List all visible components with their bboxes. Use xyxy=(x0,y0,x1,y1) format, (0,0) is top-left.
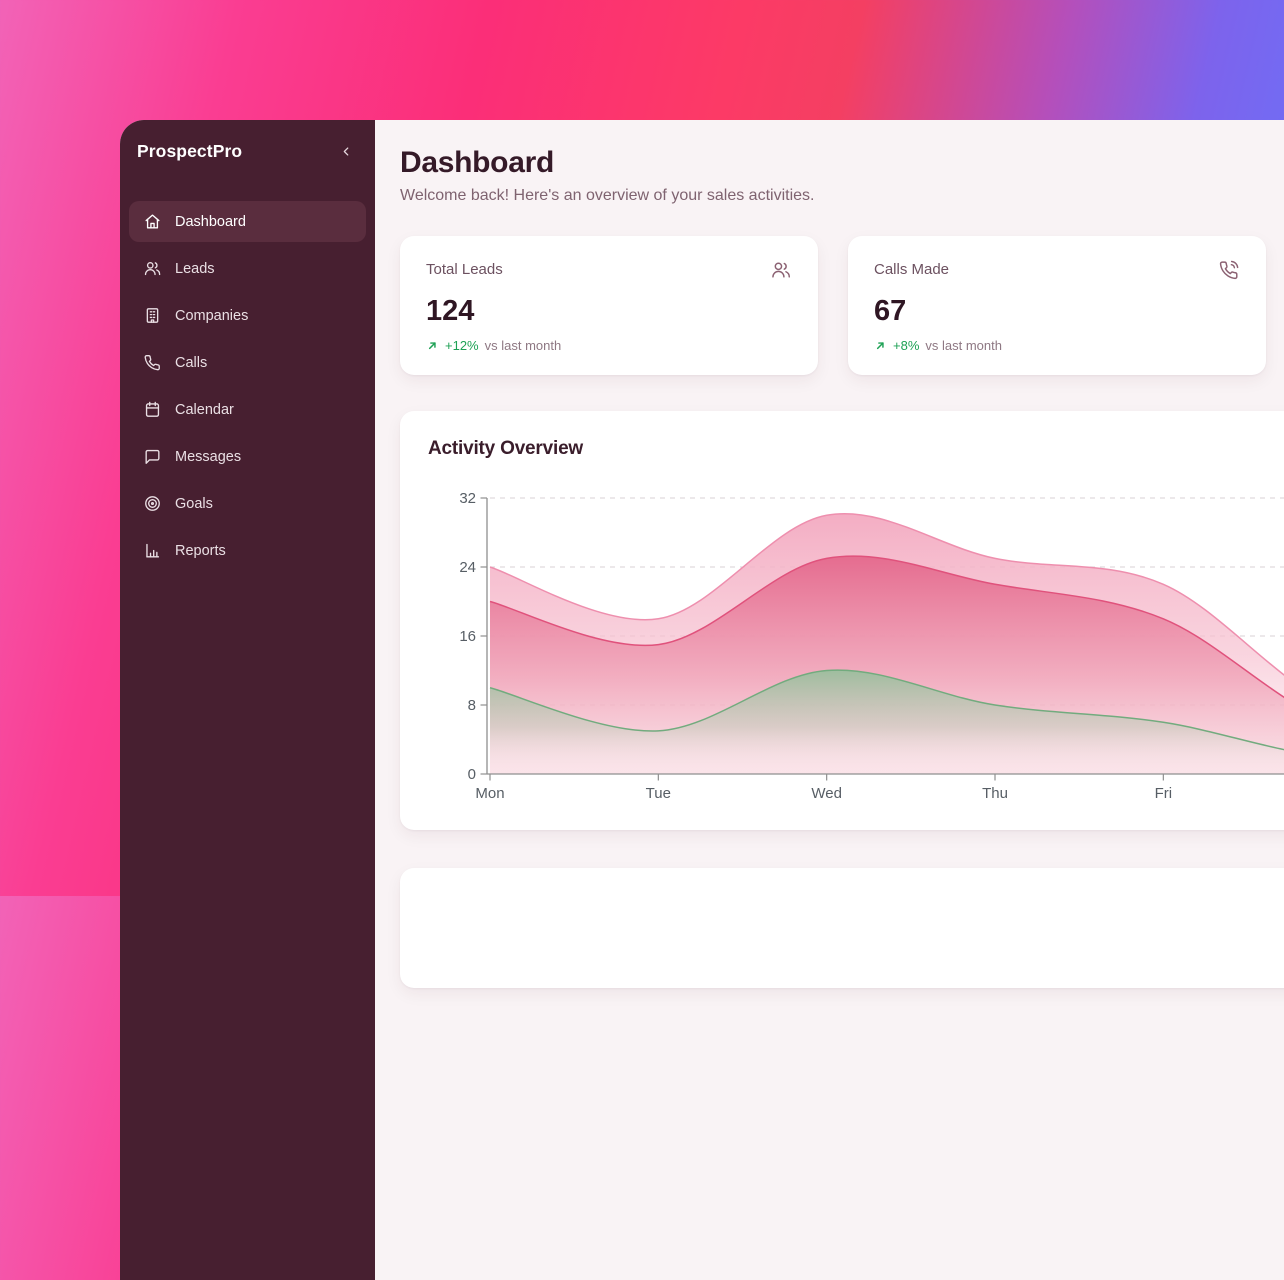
stat-change: +12% xyxy=(445,338,479,353)
stat-icon-wrap xyxy=(1218,259,1240,286)
activity-chart-svg: 08162432MonTueWedThuFriSatSun xyxy=(459,490,1284,802)
phone-call-icon xyxy=(1219,260,1239,280)
chart-icon xyxy=(146,543,160,558)
phone-icon xyxy=(144,355,160,371)
message-icon xyxy=(145,449,160,464)
axis-tick-label: 8 xyxy=(468,697,476,714)
building-icon xyxy=(146,308,159,323)
sidebar-item-companies[interactable]: Companies xyxy=(129,295,366,336)
stat-trend: +12% vs last month xyxy=(426,338,792,353)
sidebar-item-label: Calendar xyxy=(175,401,234,418)
stats-grid: Total Leads 124 +12% vs last month Calls Mad… xyxy=(400,236,1284,375)
sidebar: ProspectPro Dashboard Leads Companies Calls… xyxy=(120,120,375,1280)
axis-tick-label: Thu xyxy=(982,785,1008,802)
stat-card-total-leads: Total Leads 124 +12% vs last month xyxy=(400,236,818,375)
chart-line-band-dark-pink xyxy=(489,555,1284,699)
sidebar-item-label: Leads xyxy=(175,260,215,277)
stat-value: 67 xyxy=(874,295,907,327)
home-icon xyxy=(145,214,160,229)
stat-label: Calls Made xyxy=(874,261,950,278)
stat-change: +8% xyxy=(893,338,920,353)
main-content: Dashboard Welcome back! Here's an overvi… xyxy=(375,120,1284,1280)
sidebar-item-label: Companies xyxy=(175,307,249,324)
sidebar-item-label: Dashboard xyxy=(175,213,246,230)
stat-label: Total Leads xyxy=(426,261,503,278)
chart-area-band-green xyxy=(490,670,1284,774)
sidebar-item-goals[interactable]: Goals xyxy=(129,483,366,524)
arrow-up-right-icon xyxy=(876,342,884,350)
axis-tick-label: Tue xyxy=(646,785,671,802)
chart-title: Activity Overview xyxy=(428,438,584,459)
trend-arrow-wrap xyxy=(874,339,887,352)
stat-card-header: Total Leads xyxy=(426,261,792,286)
stat-value: 124 xyxy=(426,295,475,327)
sidebar-item-reports[interactable]: Reports xyxy=(129,530,366,571)
sidebar-nav: Dashboard Leads Companies Calls Calendar Mess… xyxy=(129,201,366,571)
sidebar-item-messages[interactable]: Messages xyxy=(129,436,366,477)
app-brand: ProspectPro xyxy=(137,141,243,161)
axis-tick-label: 24 xyxy=(459,559,476,576)
sidebar-item-leads[interactable]: Leads xyxy=(129,248,366,289)
sidebar-item-calendar[interactable]: Calendar xyxy=(129,389,366,430)
users-icon xyxy=(144,261,161,276)
axis-tick-label: 0 xyxy=(468,766,476,783)
chevron-left-icon xyxy=(343,147,349,156)
stat-change-note: vs last month xyxy=(484,338,562,353)
axis-tick-label: Wed xyxy=(811,785,842,802)
stat-change-note: vs last month xyxy=(925,338,1002,353)
axis-tick-label: Fri xyxy=(1155,785,1173,802)
next-section-card xyxy=(400,868,1284,988)
stat-icon-wrap xyxy=(770,259,792,286)
stat-card-calls-made: Calls Made 67 +8% vs last month xyxy=(848,236,1266,375)
sidebar-item-dashboard[interactable]: Dashboard xyxy=(129,201,366,242)
app-window: ProspectPro Dashboard Leads Companies Calls… xyxy=(120,120,1284,1280)
axis-tick-label: 32 xyxy=(459,490,476,507)
users-icon xyxy=(772,262,790,278)
activity-overview-card: Activity Overview 0 8 16 24 32 Mon Tue Wed Thu Fr… xyxy=(400,411,1284,830)
activity-chart: 08162432MonTueWedThuFriSatSun xyxy=(425,486,1284,816)
axis-tick-label: 16 xyxy=(459,628,476,645)
page-title: Dashboard xyxy=(400,146,554,179)
page-subtitle: Welcome back! Here's an overview of your… xyxy=(400,187,815,204)
stat-card-header: Calls Made xyxy=(874,259,1240,286)
sidebar-item-label: Messages xyxy=(175,448,242,465)
chart-line-band-light-pink xyxy=(489,513,1284,676)
sidebar-collapse-button[interactable] xyxy=(335,140,358,163)
chart-line-band-green xyxy=(489,669,1284,751)
sidebar-item-calls[interactable]: Calls xyxy=(129,342,366,383)
stat-trend: +8% vs last month xyxy=(874,338,1240,353)
sidebar-item-label: Goals xyxy=(175,495,213,512)
calendar-icon xyxy=(145,401,160,417)
arrow-up-right-icon xyxy=(428,342,436,350)
axis-tick-label: Mon xyxy=(475,785,504,802)
sidebar-item-label: Calls xyxy=(175,354,208,371)
target-icon xyxy=(145,496,160,511)
trend-arrow-wrap xyxy=(426,339,439,352)
sidebar-header: ProspectPro xyxy=(129,136,366,163)
sidebar-item-label: Reports xyxy=(175,542,226,559)
